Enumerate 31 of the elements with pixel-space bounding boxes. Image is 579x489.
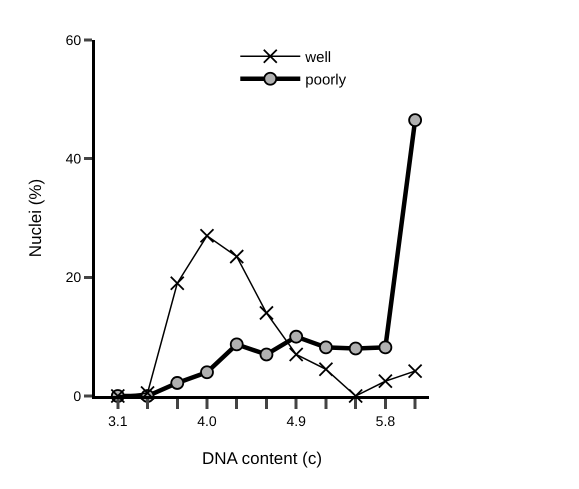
point	[408, 364, 423, 378]
y-axis-title: Nuclei (%)	[26, 178, 46, 258]
point	[200, 365, 214, 380]
y-tick-label: 60	[66, 32, 82, 48]
point	[288, 347, 304, 362]
x-tick-label: 3.1	[108, 412, 128, 429]
point	[408, 113, 422, 127]
point	[170, 376, 184, 390]
y-tick-label: 20	[66, 269, 82, 286]
point	[378, 340, 392, 354]
point	[140, 386, 155, 400]
point	[229, 249, 244, 264]
point	[289, 330, 304, 344]
point	[230, 337, 244, 352]
text: 4.0	[197, 412, 217, 429]
x-tick-label: 4.9	[286, 412, 306, 429]
legend-label: well	[304, 49, 332, 66]
point	[348, 388, 364, 404]
point	[259, 306, 274, 320]
point	[318, 362, 334, 377]
point	[378, 374, 393, 389]
point	[200, 228, 214, 244]
x-tick-label: 5.8	[376, 412, 396, 429]
y-tick-label: 0	[73, 388, 82, 404]
y-tick-label: 40	[66, 150, 82, 167]
point	[170, 276, 185, 291]
x-axis-title: DNA content (c)	[202, 449, 322, 468]
point	[260, 348, 274, 362]
legend-label: poorly	[305, 72, 347, 89]
point	[319, 340, 333, 354]
point	[348, 342, 363, 356]
